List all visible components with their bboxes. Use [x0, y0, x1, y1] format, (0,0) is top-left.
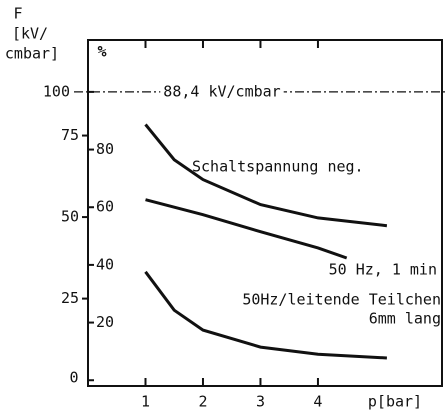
x-tick-label: 3: [256, 393, 265, 411]
x-tick-label: 4: [313, 393, 322, 411]
series-label: Schaltspannung neg.: [192, 158, 364, 176]
y-tick-label: 25: [61, 289, 79, 307]
y2-tick-label: 0: [69, 369, 78, 387]
y2-tick-label: 20: [96, 313, 114, 331]
y-axis-label: cmbar]: [5, 45, 59, 63]
series-line: [144, 270, 387, 360]
y2-tick-label: 80: [96, 140, 114, 158]
series-line: [145, 198, 348, 260]
plot-frame: [87, 39, 443, 387]
reference-label: 88,4 kV/cmbar: [163, 82, 280, 100]
y-tick-label: 50: [61, 208, 79, 226]
y2-tick-label: 40: [96, 255, 114, 273]
x-axis-label: p[bar]: [368, 393, 422, 411]
y-axis-label: F: [13, 5, 22, 23]
x-tick-label: 1: [141, 393, 150, 411]
reference-label-bg: [160, 82, 284, 101]
series-line: [144, 123, 388, 228]
y2-tick-label: 100: [43, 82, 70, 100]
y2-tick-label: 60: [96, 198, 114, 216]
y-axis-label: [kV/: [12, 25, 48, 43]
y2-axis-label: %: [97, 43, 106, 61]
x-tick-label: 2: [198, 393, 207, 411]
series-label: 50 Hz, 1 min: [329, 261, 437, 279]
y-tick-label: 75: [61, 126, 79, 144]
series-label: 50Hz/leitende Teilchen: [242, 291, 441, 309]
series-label: 6mm lang: [369, 310, 441, 328]
